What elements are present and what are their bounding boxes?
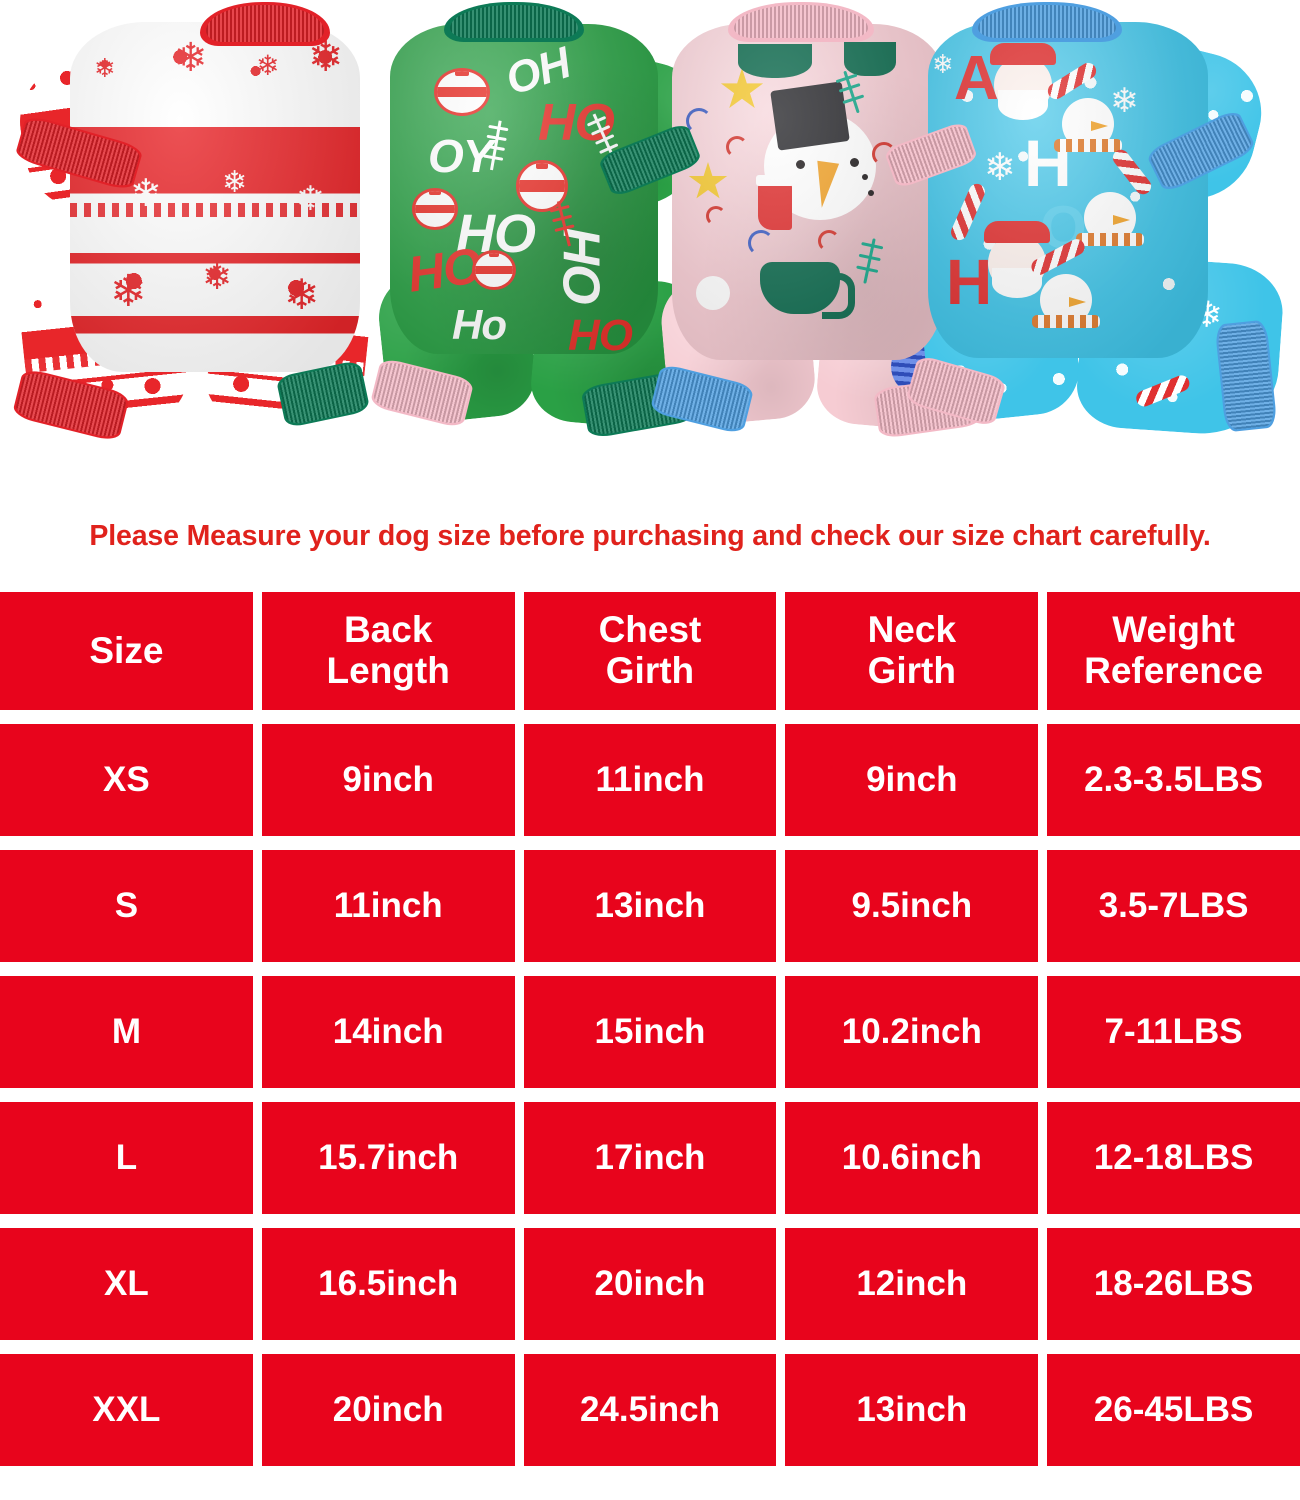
cell-weight: 7-11LBS (1047, 976, 1300, 1088)
header-line-1: Back (343, 609, 433, 651)
collar (200, 2, 330, 46)
cell-size: XXL (0, 1354, 253, 1466)
measure-instruction-text: Please Measure your dog size before purc… (89, 519, 1211, 552)
snowman-icon (1076, 192, 1144, 246)
cell-back-length: 14inch (261, 976, 515, 1088)
streamer-icon (872, 142, 896, 166)
product-image-red-nordic-pajama: ❄ ❄ ❄ ❄ ❄ ❄ ❄ ❄ ❄ ❄ (10, 2, 373, 472)
header-line-1: Chest (598, 609, 702, 651)
table-row: L 15.7inch 17inch 10.6inch 12-18LBS (0, 1102, 1300, 1214)
table-row: S 11inch 13inch 9.5inch 3.5-7LBS (0, 850, 1300, 962)
column-header-neck-girth: Neck Girth (785, 592, 1039, 710)
mug-icon (760, 262, 855, 320)
cell-neck-girth: 12inch (785, 1228, 1039, 1340)
collar (972, 2, 1122, 42)
header-line-1: Size (89, 629, 164, 671)
cell-size: S (0, 850, 253, 962)
snowman-icon (1032, 274, 1100, 328)
streamer-icon (686, 108, 712, 134)
green-blob (844, 42, 896, 76)
column-header-size: Size (0, 592, 253, 710)
cell-back-length: 16.5inch (261, 1228, 515, 1340)
cell-chest-girth: 20inch (523, 1228, 777, 1340)
cell-weight: 2.3-3.5LBS (1047, 724, 1300, 836)
cell-chest-girth: 15inch (523, 976, 777, 1088)
cell-back-length: 9inch (261, 724, 515, 836)
cell-size: M (0, 976, 253, 1088)
header-line-1: Weight (1112, 609, 1235, 651)
size-chart-table: Size Back Length Chest Girth Neck Girth (0, 592, 1300, 1466)
ornament-icon (434, 68, 490, 116)
torso: ❄ ❄ ❄ ❄ ❄ ❄ ❄ ❄ ❄ ❄ (70, 22, 360, 372)
cell-size: XS (0, 724, 253, 836)
cell-neck-girth: 10.2inch (785, 976, 1039, 1088)
snowflake-icon: ❄ (1110, 81, 1139, 121)
streamer-icon (748, 230, 774, 256)
top-hat-icon (770, 81, 850, 151)
header-line-2: Length (326, 650, 450, 691)
product-image-blue-santa-pajama: A H O H ❄ ❄ ❄ (904, 2, 1290, 472)
santa-face-icon (984, 221, 1050, 298)
cell-weight: 12-18LBS (1047, 1102, 1300, 1214)
header-line-2: Reference (1084, 650, 1264, 691)
santa-face-icon (990, 43, 1056, 120)
cell-chest-girth: 24.5inch (523, 1354, 777, 1466)
product-photo-strip: ❄ ❄ ❄ ❄ ❄ ❄ ❄ ❄ ❄ ❄ (0, 0, 1300, 495)
cell-neck-girth: 9.5inch (785, 850, 1039, 962)
streamer-icon (706, 206, 726, 226)
cell-weight: 3.5-7LBS (1047, 850, 1300, 962)
table-row: XXL 20inch 24.5inch 13inch 26-45LBS (0, 1354, 1300, 1466)
cell-chest-girth: 11inch (523, 724, 777, 836)
mini-snowman-icon (696, 276, 730, 310)
streamer-icon (818, 230, 840, 252)
header-line-2: Girth (867, 650, 956, 691)
ornament-icon (472, 250, 516, 290)
column-header-weight-reference: Weight Reference (1047, 592, 1300, 710)
table-row: M 14inch 15inch 10.2inch 7-11LBS (0, 976, 1300, 1088)
cell-neck-girth: 9inch (785, 724, 1039, 836)
header-line-2: Girth (605, 650, 695, 691)
green-blob (738, 44, 812, 78)
torso: A H O H ❄ ❄ ❄ (928, 22, 1208, 358)
snowflake-icon: ❄ (932, 50, 954, 80)
column-header-back-length: Back Length (261, 592, 515, 710)
stocking-icon (756, 175, 794, 230)
cell-neck-girth: 10.6inch (785, 1102, 1039, 1214)
column-header-chest-girth: Chest Girth (523, 592, 777, 710)
streamer-icon (726, 136, 748, 158)
torso (672, 24, 944, 360)
collar (444, 2, 584, 42)
cell-weight: 26-45LBS (1047, 1354, 1300, 1466)
table-header-row: Size Back Length Chest Girth Neck Girth (0, 592, 1300, 710)
cell-chest-girth: 13inch (523, 850, 777, 962)
cell-back-length: 11inch (261, 850, 515, 962)
table-row: XL 16.5inch 20inch 12inch 18-26LBS (0, 1228, 1300, 1340)
header-line-1: Neck (867, 609, 957, 651)
cell-size: L (0, 1102, 253, 1214)
cell-size: XL (0, 1228, 253, 1340)
snowflake-icon: ❄ (984, 145, 1016, 189)
letter-H: H (946, 246, 993, 318)
ornament-icon (412, 188, 458, 230)
table-row: XS 9inch 11inch 9inch 2.3-3.5LBS (0, 724, 1300, 836)
snowman-icon (1054, 98, 1122, 152)
cell-back-length: 20inch (261, 1354, 515, 1466)
cell-weight: 18-26LBS (1047, 1228, 1300, 1340)
cell-neck-girth: 13inch (785, 1354, 1039, 1466)
cell-chest-girth: 17inch (523, 1102, 777, 1214)
cell-back-length: 15.7inch (261, 1102, 515, 1214)
collar (728, 2, 874, 42)
